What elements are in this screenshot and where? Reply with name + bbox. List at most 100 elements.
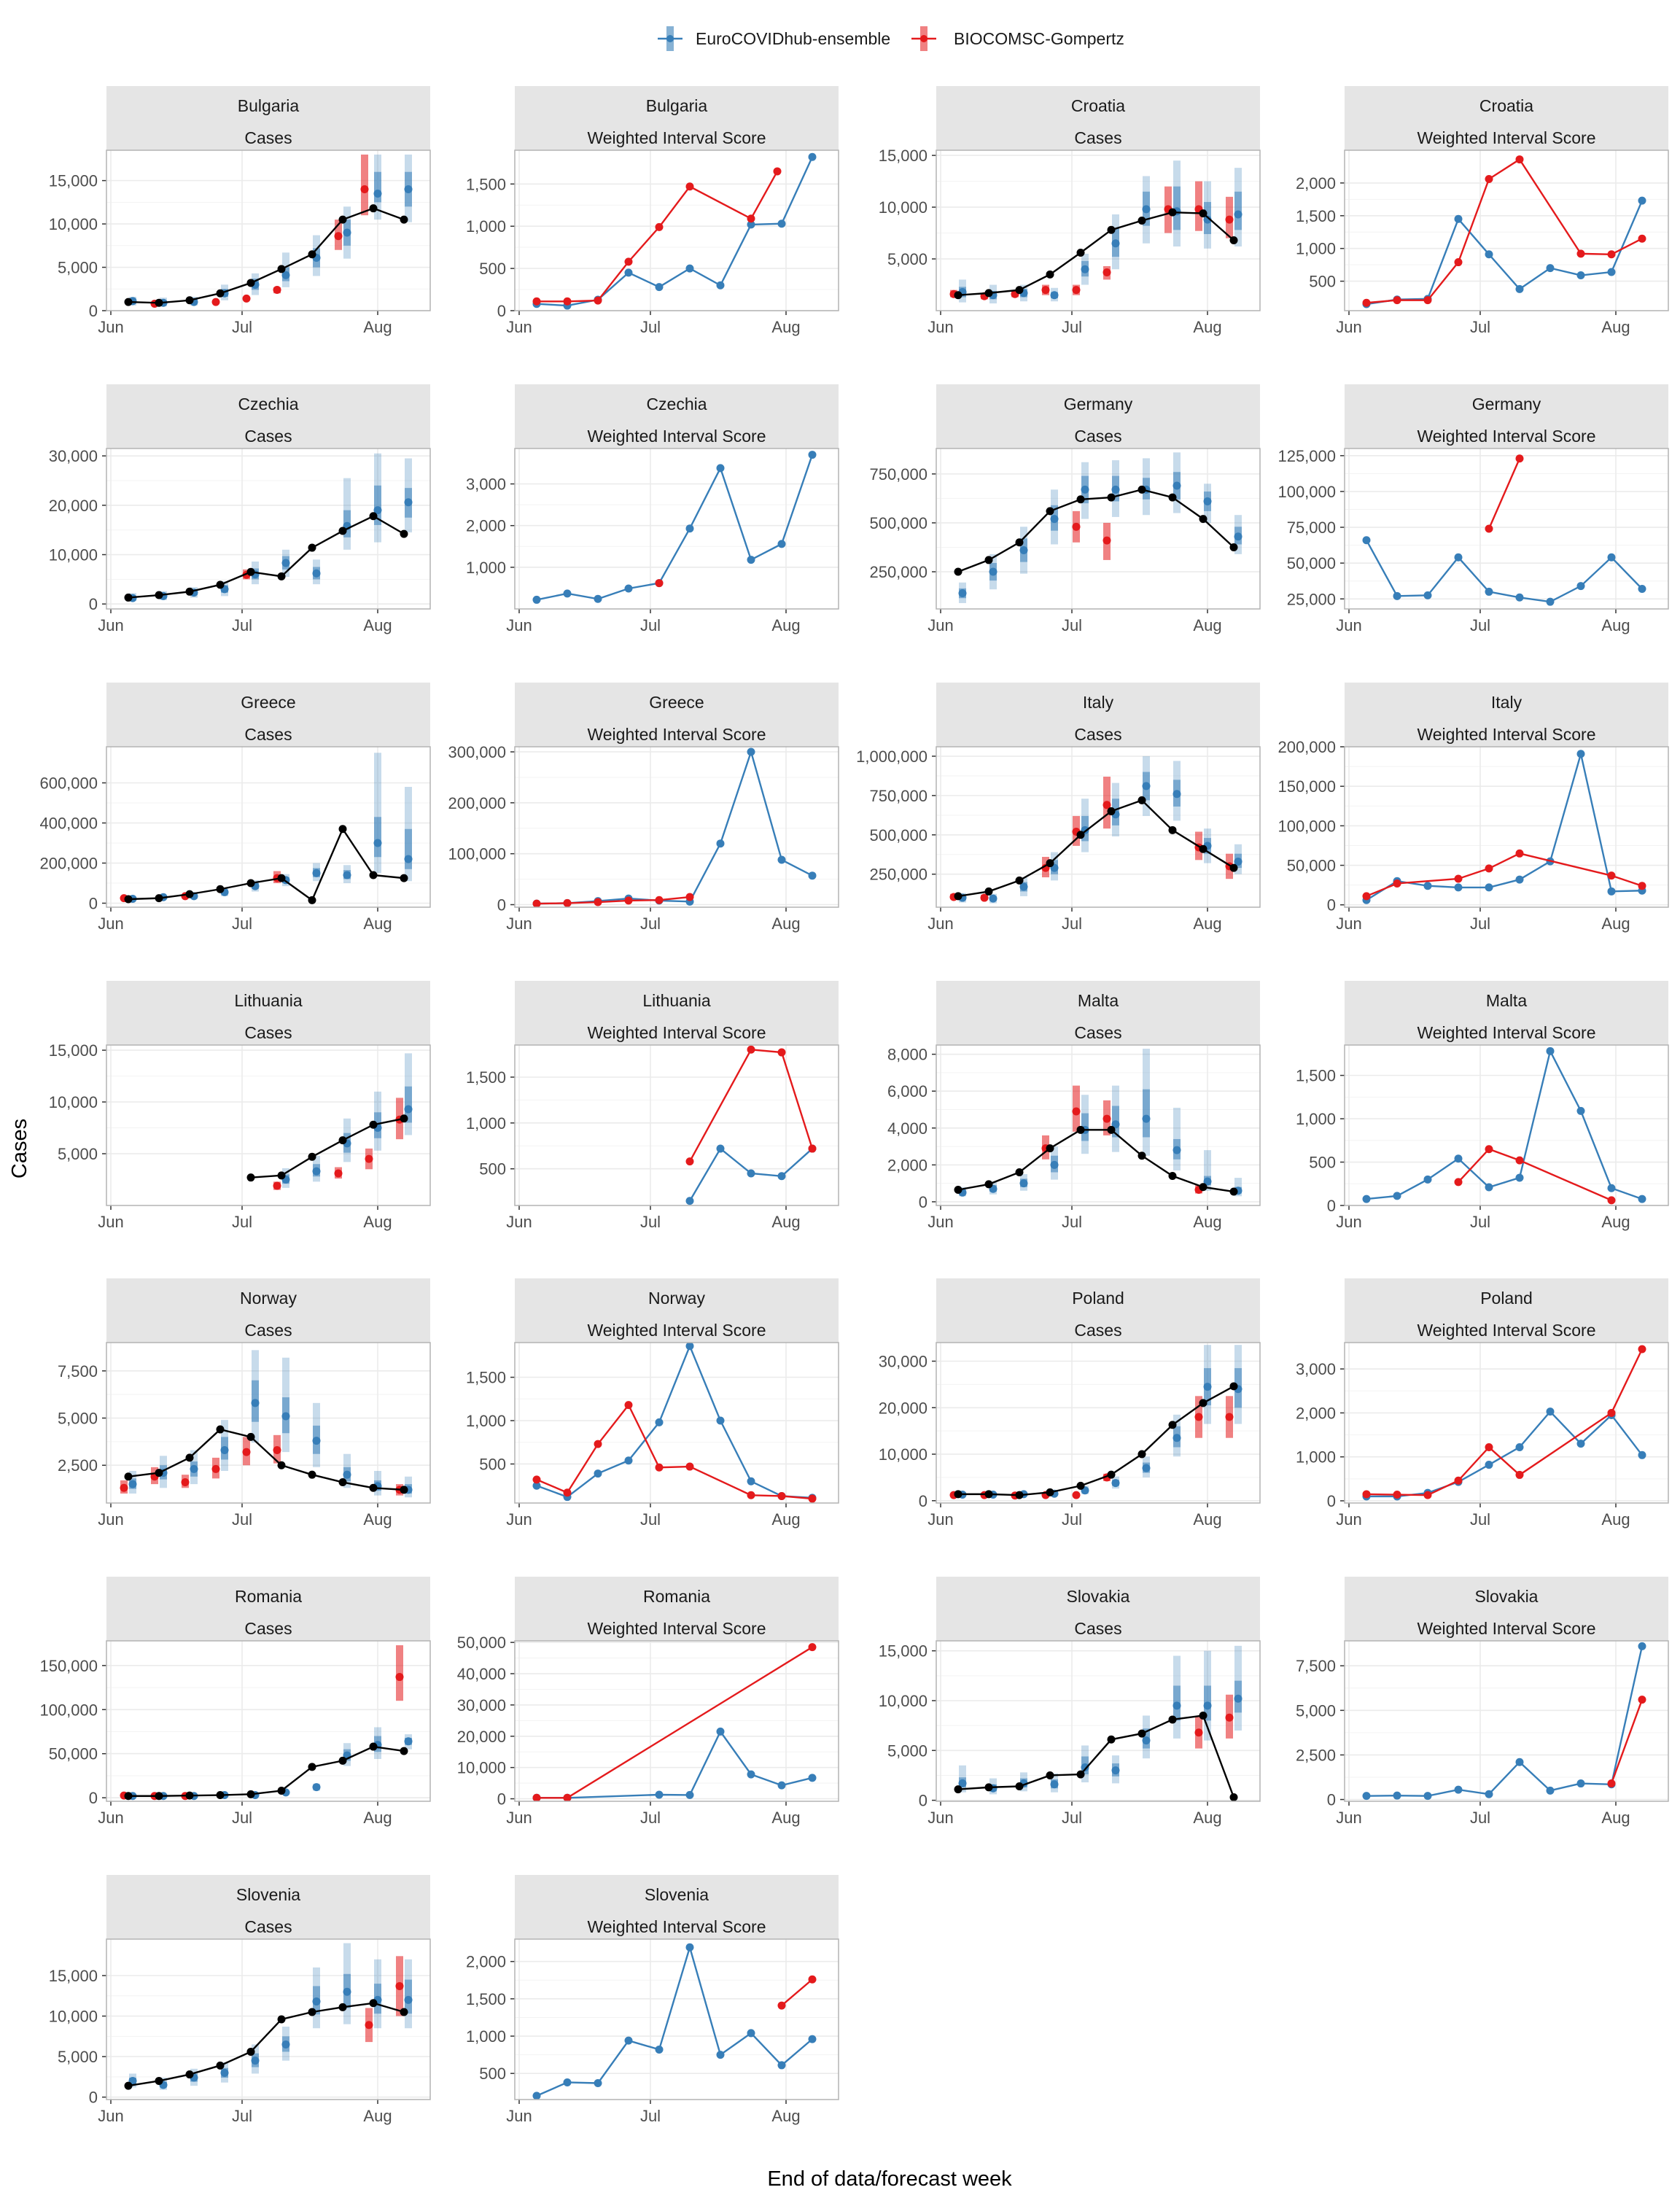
observed-point (1015, 538, 1024, 547)
data-layer (120, 753, 413, 904)
ensemble-wis-point (777, 855, 786, 864)
observed-point (400, 1114, 408, 1123)
observed-point (369, 512, 378, 521)
ensemble-wis-point (1607, 553, 1616, 562)
observed-point (984, 289, 993, 298)
ensemble-wis-point (777, 2061, 786, 2070)
observed-point (954, 1186, 962, 1195)
ensemble-wis-point (1515, 1173, 1524, 1182)
ensemble-median-point (1111, 239, 1120, 248)
x-tick-label: Jul (1470, 914, 1490, 933)
legend-key-ensemble-point (666, 35, 674, 42)
data-layer (124, 453, 413, 602)
strip-metric: Cases (244, 1321, 292, 1340)
ensemble-wis-point (1607, 887, 1616, 896)
biocomsc-wis-point (532, 1475, 541, 1484)
ensemble-wis-point (1638, 196, 1646, 205)
facet-panels: Bulgaria Cases 0 5,000 10,000 15,000 Jun Jul Aug… (39, 86, 1669, 2125)
panel-romania-wis: Romania Weighted Interval Score 0 10,000 20,… (457, 1577, 839, 1827)
strip-location: Slovakia (1475, 1587, 1539, 1606)
biocomsc-median-point (334, 232, 343, 241)
y-tick-label: 1,500 (466, 1369, 506, 1387)
ensemble-median-point (190, 1464, 198, 1473)
biocomsc-wis-point (655, 1463, 664, 1472)
panel-slovakia-cases: Slovakia Cases 0 5,000 10,000 15,000 Jun Jul Aug (879, 1577, 1261, 1827)
data-layer (532, 747, 817, 907)
ensemble-median-point (312, 869, 321, 877)
x-tick-label: Aug (363, 1809, 392, 1827)
strip-location: Slovenia (236, 1885, 300, 1904)
panel-poland-cases: Poland Cases 0 10,000 20,000 30,000 Jun Jul Aug (879, 1278, 1261, 1529)
strip-metric: Weighted Interval Score (587, 128, 766, 147)
ensemble-wis-point (1423, 1175, 1432, 1184)
ensemble-median-point (1142, 1114, 1151, 1123)
data-layer (1362, 1046, 1646, 1205)
observed-point (246, 567, 255, 576)
observed-point (338, 215, 347, 224)
ensemble-median-point (1142, 1736, 1151, 1745)
ensemble-wis-point (1393, 1192, 1401, 1200)
biocomsc-wis-point (1362, 892, 1371, 901)
ensemble-wis-point (1638, 1195, 1646, 1203)
ensemble-wis-point (747, 1770, 755, 1779)
observed-point (1015, 286, 1024, 295)
x-tick-label: Aug (363, 1510, 392, 1529)
ensemble-wis-point (1607, 268, 1616, 276)
strip-background (1345, 384, 1668, 448)
y-tick-label: 1,000 (1296, 240, 1336, 258)
y-tick-label: 0 (1327, 1791, 1336, 1809)
x-tick-label: Jun (1336, 914, 1361, 933)
plot-background (106, 150, 430, 311)
y-tick-label: 750,000 (869, 787, 928, 805)
strip-background (936, 1278, 1260, 1343)
data-layer (949, 756, 1242, 904)
ensemble-wis-point (563, 2078, 572, 2086)
biocomsc-wis-point (1485, 1145, 1493, 1154)
ensemble-wis-point (716, 1144, 725, 1153)
y-tick-label: 10,000 (49, 1093, 98, 1111)
panel-border (514, 746, 839, 908)
data-layer (120, 1645, 413, 1801)
data-layer (532, 1343, 817, 1503)
ensemble-median-point (404, 1995, 413, 2004)
y-tick-label: 75,000 (1287, 519, 1336, 537)
observed-point (1138, 1152, 1146, 1160)
plot-background (515, 1939, 839, 2100)
data-layer (120, 1350, 413, 1498)
biocomsc-median-point (1102, 536, 1111, 545)
strip-background (106, 981, 430, 1045)
observed-point (954, 1785, 962, 1794)
strip-metric: Weighted Interval Score (587, 1321, 766, 1340)
y-tick-label: 5,000 (887, 250, 928, 268)
y-tick-label: 3,000 (1296, 1360, 1336, 1378)
y-tick-label: 1,000 (1296, 1448, 1336, 1467)
y-tick-label: 500,000 (869, 826, 928, 844)
panel-croatia-cases: Croatia Cases 5,000 10,000 15,000 Jun Jul Aug (879, 86, 1261, 336)
observed-line (128, 2002, 405, 2087)
strip-metric: Weighted Interval Score (587, 1619, 766, 1638)
y-tick-label: 15,000 (49, 1967, 98, 1985)
ensemble-50pct-band (374, 171, 381, 203)
observed-point (1199, 1183, 1208, 1192)
y-tick-label: 500 (479, 1160, 506, 1178)
strip-metric: Cases (244, 1917, 292, 1936)
strip-background (106, 384, 430, 448)
y-tick-label: 8,000 (887, 1046, 928, 1064)
y-tick-label: 1,500 (1296, 207, 1336, 225)
strip-background (936, 86, 1260, 150)
biocomsc-median-point (242, 1448, 251, 1456)
panel-malta-cases: Malta Cases 0 2,000 4,000 6,000 8,000 Jun Jul Aug (887, 981, 1261, 1231)
observed-point (308, 2008, 316, 2016)
biocomsc-wis-point (1515, 454, 1524, 463)
strip-metric: Weighted Interval Score (1417, 128, 1595, 147)
ensemble-median-point (1050, 515, 1059, 524)
y-tick-label: 1,000 (466, 2027, 506, 2046)
observed-point (1229, 1793, 1238, 1801)
biocomsc-wis-point (532, 297, 541, 306)
observed-point (277, 1786, 286, 1795)
data-layer (949, 160, 1242, 304)
biocomsc-wis-point (1393, 296, 1401, 305)
observed-point (216, 885, 225, 893)
observed-line (128, 515, 405, 599)
ensemble-wis-point (1485, 250, 1493, 259)
